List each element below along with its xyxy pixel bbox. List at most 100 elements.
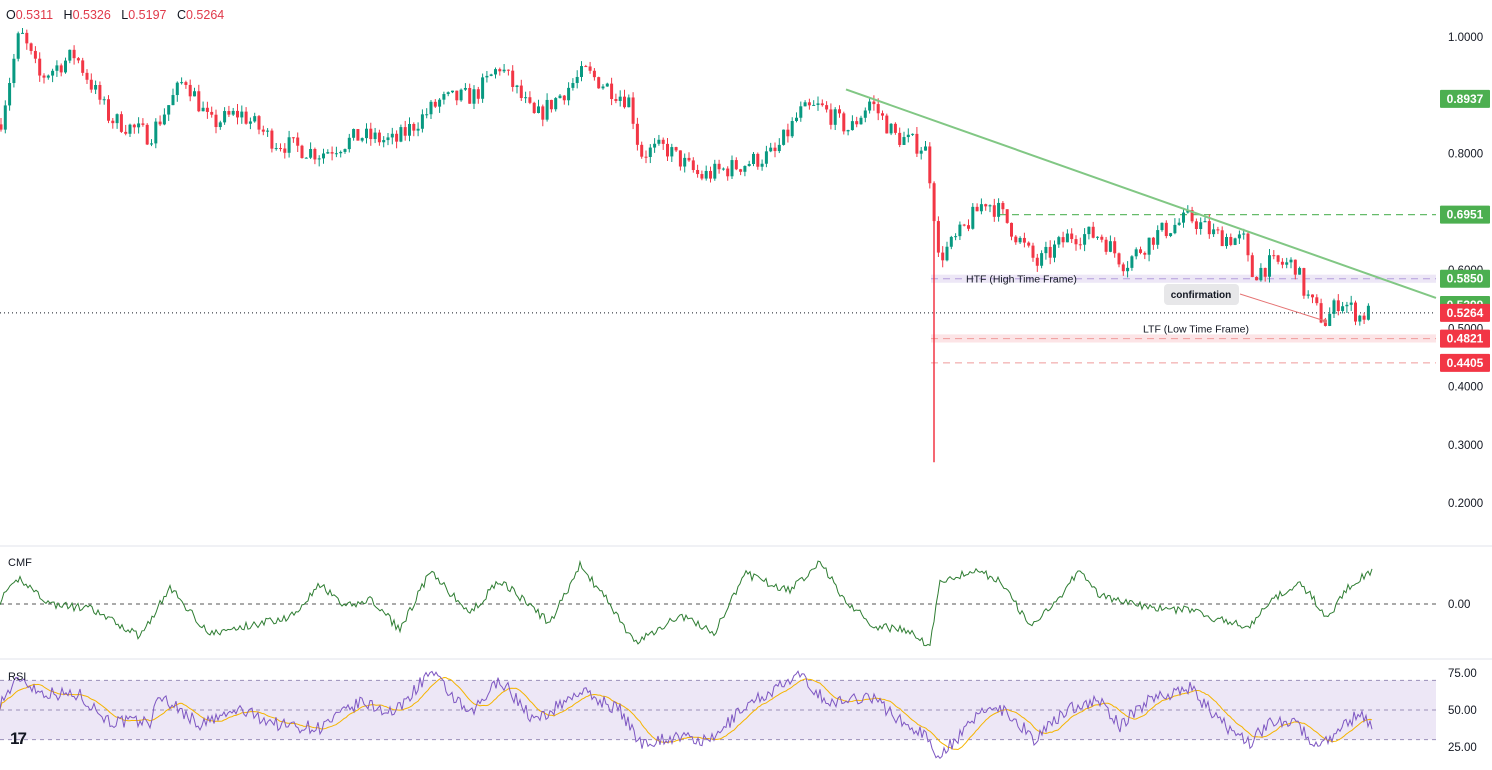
candle-body bbox=[382, 140, 386, 143]
candle-body bbox=[107, 99, 110, 121]
candle-body bbox=[1263, 267, 1267, 277]
candle-body bbox=[72, 49, 76, 59]
candle-body bbox=[820, 103, 824, 106]
candle-body bbox=[988, 205, 992, 207]
candle-body bbox=[115, 114, 119, 124]
candle-body bbox=[1237, 234, 1241, 239]
candle-body bbox=[648, 147, 652, 157]
rsi-tick-label: 75.00 bbox=[1448, 668, 1477, 680]
candle-body bbox=[674, 147, 678, 151]
price-level-label: 0.5850 bbox=[1447, 272, 1484, 286]
candle-body bbox=[631, 97, 635, 124]
candle-body bbox=[984, 204, 988, 207]
candle-body bbox=[1147, 237, 1151, 255]
confirmation-arrow-dot bbox=[1323, 319, 1327, 323]
candle-body bbox=[296, 137, 300, 146]
candle-body bbox=[992, 205, 996, 217]
price-level-label-box bbox=[1440, 89, 1490, 108]
candle-body bbox=[954, 236, 958, 238]
candle-body bbox=[343, 149, 347, 152]
confirmation-arrow-line bbox=[1239, 293, 1326, 322]
candle-body bbox=[1216, 229, 1220, 231]
candle-body bbox=[743, 165, 747, 172]
candle-body bbox=[549, 99, 553, 110]
candle-body bbox=[261, 129, 265, 132]
candle-body bbox=[1100, 236, 1104, 240]
candle-body bbox=[1259, 267, 1263, 281]
close-key: C bbox=[176, 8, 186, 22]
candle-body bbox=[1117, 253, 1121, 265]
candle-body bbox=[1345, 304, 1349, 307]
candle-body bbox=[919, 150, 923, 154]
candle-body bbox=[412, 123, 416, 131]
candle-body bbox=[739, 169, 743, 172]
candle-body bbox=[700, 174, 704, 179]
candle-body bbox=[859, 117, 863, 125]
candle-body bbox=[782, 129, 786, 145]
candle-body bbox=[119, 114, 123, 132]
candle-body bbox=[936, 221, 940, 253]
candle-body bbox=[64, 60, 67, 73]
candle-body bbox=[240, 111, 244, 118]
candle-body bbox=[799, 106, 803, 118]
candle-body bbox=[197, 91, 201, 112]
candle-body bbox=[511, 70, 515, 87]
candle-body bbox=[1362, 315, 1366, 320]
candle-body bbox=[1207, 221, 1211, 235]
candle-body bbox=[1242, 233, 1246, 235]
candle-body bbox=[1040, 253, 1044, 266]
candle-body bbox=[971, 206, 975, 229]
candle-body bbox=[399, 127, 403, 142]
candle-body bbox=[81, 60, 85, 73]
candle-body bbox=[1255, 276, 1259, 281]
cmf-label: CMF bbox=[8, 557, 32, 569]
confirmation-callout-box bbox=[1164, 284, 1239, 305]
candle-body bbox=[670, 147, 674, 157]
candle-body bbox=[588, 66, 592, 71]
candle-body bbox=[326, 152, 330, 154]
cmf-line bbox=[0, 559, 1373, 647]
candle-body bbox=[193, 91, 196, 97]
candle-body bbox=[334, 153, 338, 155]
candle-body bbox=[537, 106, 540, 114]
candle-body bbox=[635, 123, 639, 145]
candle-body bbox=[1005, 209, 1009, 223]
candle-body bbox=[717, 163, 721, 170]
candle-body bbox=[1328, 313, 1332, 326]
candle-body bbox=[618, 96, 622, 101]
candle-body bbox=[8, 83, 12, 106]
candle-body bbox=[562, 95, 566, 101]
candle-body bbox=[270, 130, 274, 149]
candle-body bbox=[1229, 236, 1233, 245]
candle-body bbox=[975, 206, 979, 212]
candle-body bbox=[468, 87, 472, 104]
candle-body bbox=[1289, 259, 1293, 263]
candle-body bbox=[76, 58, 80, 61]
candle-body bbox=[962, 224, 966, 226]
candle-body bbox=[876, 104, 880, 114]
candle-body bbox=[872, 101, 876, 105]
candle-body bbox=[1027, 242, 1031, 246]
high-key: H bbox=[63, 8, 73, 22]
candle-body bbox=[1302, 268, 1306, 296]
candle-body bbox=[1285, 262, 1289, 265]
candle-body bbox=[506, 69, 510, 71]
candle-body bbox=[623, 96, 626, 108]
candle-body bbox=[519, 85, 523, 99]
candle-body bbox=[790, 121, 794, 137]
candle-body bbox=[158, 121, 162, 125]
candle-body bbox=[786, 129, 790, 137]
candle-body bbox=[863, 110, 867, 118]
candle-body bbox=[769, 147, 773, 152]
candle-body bbox=[1143, 252, 1147, 255]
candle-body bbox=[1087, 226, 1091, 235]
price-tick-label: 0.8000 bbox=[1448, 149, 1483, 161]
candle-body bbox=[420, 114, 424, 129]
candle-body bbox=[25, 32, 29, 44]
candle-body bbox=[408, 123, 411, 136]
candle-body bbox=[0, 124, 3, 130]
candle-body bbox=[666, 143, 669, 157]
candle-body bbox=[704, 170, 708, 179]
